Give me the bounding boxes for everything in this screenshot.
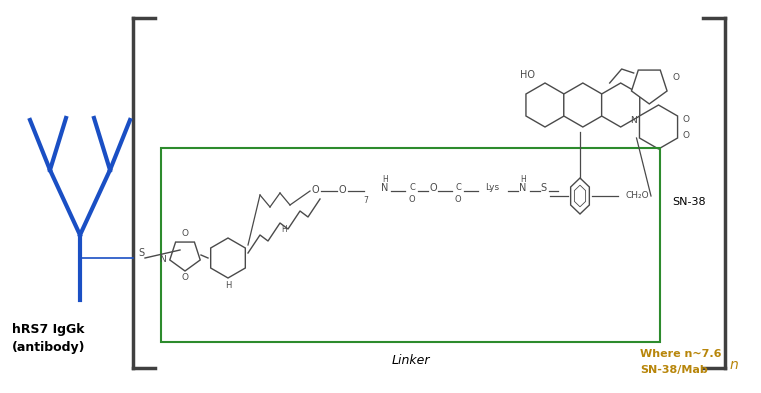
Text: HO: HO bbox=[520, 70, 535, 80]
Text: O: O bbox=[182, 272, 189, 281]
Text: O: O bbox=[311, 185, 319, 195]
Text: O: O bbox=[673, 73, 680, 82]
Polygon shape bbox=[170, 242, 200, 271]
Bar bbox=[161, 148, 660, 342]
Text: SN-38/Mab: SN-38/Mab bbox=[640, 365, 708, 375]
Text: C: C bbox=[409, 184, 415, 193]
Text: Where n~7.6: Where n~7.6 bbox=[640, 349, 721, 359]
Text: O: O bbox=[682, 114, 689, 123]
Text: S: S bbox=[138, 248, 144, 258]
Polygon shape bbox=[211, 238, 245, 278]
Text: O: O bbox=[429, 183, 437, 193]
Polygon shape bbox=[639, 105, 677, 149]
Text: O: O bbox=[409, 195, 416, 204]
Text: N: N bbox=[381, 183, 389, 193]
Text: hRS7 IgGk: hRS7 IgGk bbox=[12, 323, 84, 336]
Text: H: H bbox=[520, 174, 526, 184]
Polygon shape bbox=[526, 83, 564, 127]
Text: n: n bbox=[730, 358, 739, 372]
Text: H: H bbox=[281, 224, 287, 233]
Text: H: H bbox=[224, 281, 231, 290]
Text: SN-38: SN-38 bbox=[672, 197, 705, 207]
Text: O: O bbox=[454, 195, 461, 204]
Polygon shape bbox=[564, 83, 602, 127]
Text: C: C bbox=[455, 184, 461, 193]
Polygon shape bbox=[632, 70, 667, 104]
Text: O: O bbox=[682, 130, 689, 140]
Text: N: N bbox=[631, 116, 637, 125]
Text: N: N bbox=[158, 255, 165, 264]
Text: O: O bbox=[338, 185, 345, 195]
Text: (antibody): (antibody) bbox=[12, 340, 85, 353]
Text: O: O bbox=[182, 228, 189, 237]
Text: CH₂O: CH₂O bbox=[626, 191, 649, 200]
Polygon shape bbox=[571, 178, 589, 214]
Text: 7: 7 bbox=[364, 196, 368, 205]
Text: S: S bbox=[540, 183, 546, 193]
Text: Linker: Linker bbox=[391, 353, 430, 367]
Text: H: H bbox=[382, 174, 388, 184]
Text: N: N bbox=[519, 183, 527, 193]
Polygon shape bbox=[602, 83, 640, 127]
Text: Lys: Lys bbox=[485, 184, 499, 193]
